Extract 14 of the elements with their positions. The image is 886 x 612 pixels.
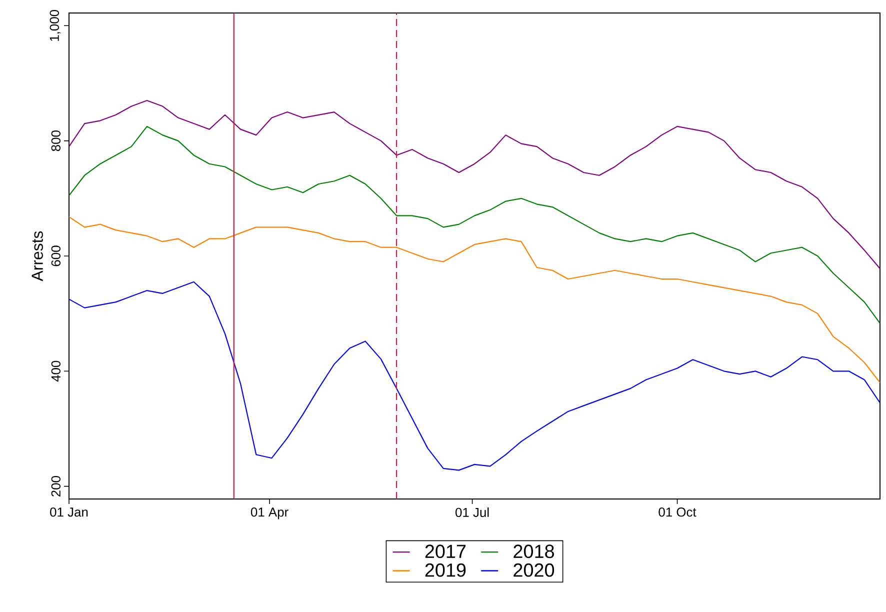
x-tick-label: 01 Jan	[50, 508, 88, 517]
x-tick-label: 01 Jul	[456, 508, 489, 518]
y-tick-label: 400	[51, 360, 60, 382]
legend-label: 2017	[425, 544, 466, 558]
x-tick-label: 01 Apr	[250, 508, 288, 520]
legend-label: 2020	[514, 563, 554, 577]
y-tick-label: 600	[51, 246, 60, 266]
y-axis-title: Arrests	[32, 231, 43, 282]
legend-label: 2019	[425, 563, 466, 577]
y-tick-label: 200	[51, 476, 60, 496]
y-tick-label: 1,000	[50, 10, 60, 41]
x-tick-label: 01 Oct	[658, 508, 696, 517]
y-tick-label: 800	[51, 130, 60, 152]
legend-label: 2018	[514, 544, 554, 558]
